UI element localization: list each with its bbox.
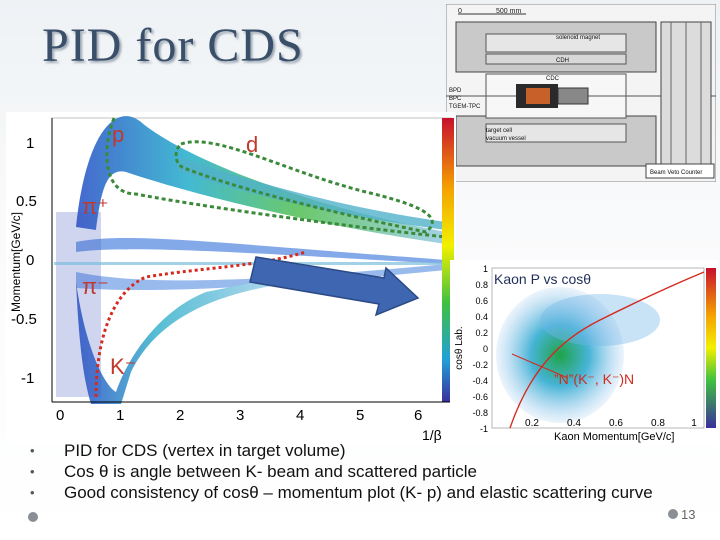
bullet-marker: • [30, 485, 35, 500]
x-tick-label: 4 [296, 407, 304, 424]
kaon-plot-title: Kaon P vs cosθ [494, 271, 591, 287]
bullet-item: • PID for CDS (vertex in target volume) [30, 440, 670, 461]
y-tick-label: -0.2 [472, 360, 488, 370]
bullet-text: Cos θ is angle between K- beam and scatt… [64, 462, 477, 481]
kminus-contour [94, 250, 307, 398]
y-tick-label: -1 [480, 424, 488, 434]
x-tick-label: 5 [356, 407, 364, 424]
label-bpc: BPC [449, 96, 462, 102]
cds-detector-schematic: 0 500 mm solenoid magnet CDH CDC BPD BPC… [446, 4, 716, 182]
scale-500mm: 500 mm [496, 8, 521, 15]
bullet-list: • PID for CDS (vertex in target volume) … [30, 440, 670, 503]
kaon-scatter-blob [496, 287, 624, 423]
bullet-text: Good consistency of cosθ – momentum plot… [64, 483, 653, 502]
label-pi-minus: π⁻ [82, 274, 109, 299]
kaon-ylabel: cosθ Lab. [454, 326, 465, 369]
y-tick-label: -0.6 [472, 392, 488, 402]
pid-plot: 1 0.5 0 -0.5 -1 0 1 2 3 4 5 6 Momentum[G… [6, 112, 456, 446]
scale-zero: 0 [458, 8, 462, 15]
kaon-color-scale [706, 268, 716, 428]
y-tick-label: 0.4 [475, 312, 488, 322]
y-tick-label: -1 [21, 370, 34, 387]
y-tick-label: 0 [483, 344, 488, 354]
pid-ylabel: Momentum[GeV/c] [9, 212, 23, 312]
x-tick-label: 0 [56, 407, 64, 424]
bullet-marker: • [30, 443, 35, 458]
x-tick-label: 3 [236, 407, 244, 424]
y-tick-label: -0.4 [472, 376, 488, 386]
label-vacuum-vessel: vacuum vessel [486, 136, 526, 142]
label-tgem: TGEM-TPC [449, 104, 481, 110]
slide-title: PID for CDS [42, 19, 304, 72]
deuteron-contour [174, 140, 434, 234]
y-tick-label: 0.6 [475, 296, 488, 306]
label-proton: p [112, 122, 124, 147]
page-number-dot [668, 509, 678, 519]
label-pi-plus: π⁺ [82, 194, 109, 219]
bullet-item: • Cos θ is angle between K- beam and sca… [30, 461, 670, 482]
label-deuteron: d [246, 132, 258, 157]
elastic-annotation: ”N”(K⁻, K⁻)N [554, 371, 634, 387]
bullet-marker: • [30, 464, 35, 479]
y-tick-label: 0.2 [475, 328, 488, 338]
y-tick-label: 0 [26, 252, 34, 269]
arrow-icon [249, 256, 420, 317]
elastic-scattering-curve [509, 271, 705, 429]
x-tick-label: 0.6 [609, 418, 623, 429]
label-bpd: BPD [449, 88, 462, 94]
label-beam-veto: Beam Veto Counter [650, 170, 702, 176]
pid-xlabel: 1/β [422, 427, 442, 443]
pid-bands [54, 116, 454, 404]
y-tick-label: 0.8 [475, 280, 488, 290]
label-target-cell: target cell [486, 128, 512, 134]
proton-contour [105, 117, 447, 239]
page-number-text: 13 [681, 506, 696, 522]
x-tick-label: 0.2 [525, 418, 539, 429]
label-solenoid: solenoid magnet [556, 35, 600, 41]
y-tick-label: 1 [26, 135, 34, 152]
bullet-text: PID for CDS (vertex in target volume) [64, 441, 346, 460]
page-number: 13 [668, 503, 700, 525]
x-tick-label: 2 [176, 407, 184, 424]
y-tick-label: -0.5 [11, 311, 37, 328]
kaon-p-vs-costheta-plot: Kaon P vs cosθ ”N”(K⁻, K⁻)N 1 0.8 0.6 0.… [450, 260, 718, 446]
y-tick-label: -0.8 [472, 408, 488, 418]
x-tick-label: 0.8 [651, 418, 665, 429]
x-tick-label: 6 [414, 407, 422, 424]
label-cdc: CDC [546, 76, 560, 82]
x-tick-label: 1 [116, 407, 124, 424]
decorative-dot [28, 512, 38, 522]
label-cdh: CDH [556, 58, 569, 64]
x-tick-label: 1 [691, 418, 697, 429]
label-k-minus: K⁻ [110, 354, 136, 379]
bullet-item: • Good consistency of cosθ – momentum pl… [30, 482, 670, 503]
y-tick-label: 0.5 [16, 193, 37, 210]
x-tick-label: 0.4 [567, 418, 581, 429]
kaon-xlabel: Kaon Momentum[GeV/c] [554, 431, 674, 443]
y-tick-label: 1 [483, 264, 488, 274]
